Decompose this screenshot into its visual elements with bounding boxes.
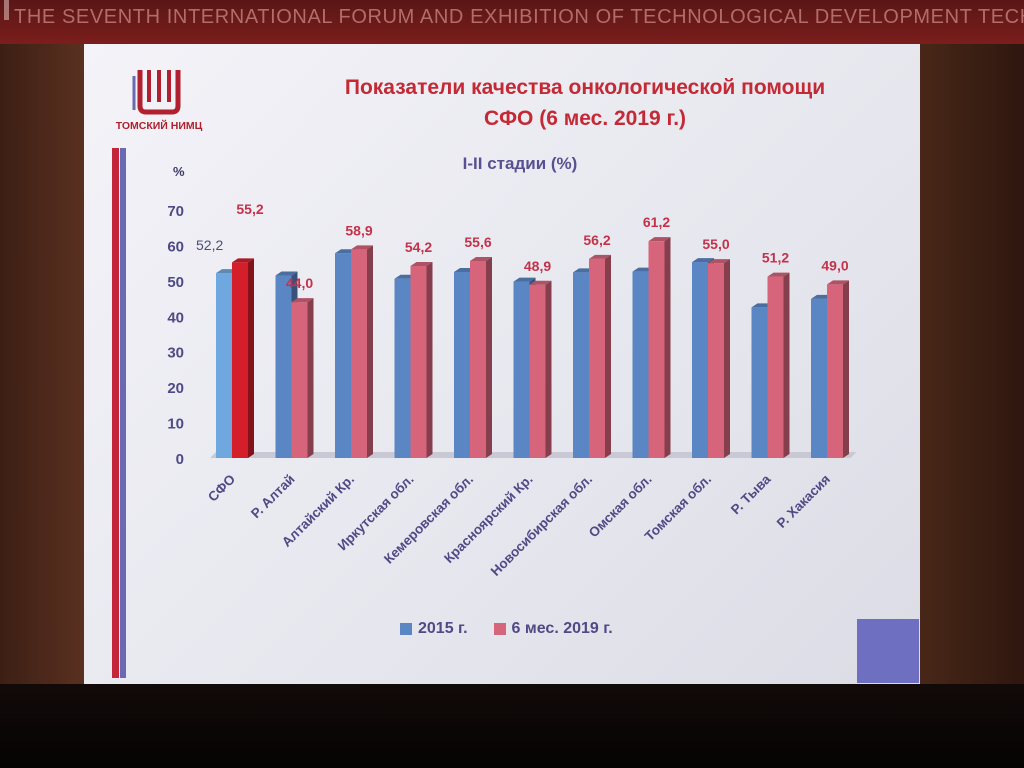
slide-title-line2: СФО (6 мес. 2019 г.)	[483, 107, 687, 130]
y-tick-label: 70	[167, 203, 184, 220]
legend-item-2019: 6 мес. 2019 г.	[493, 620, 613, 638]
y-tick-label: 10	[167, 416, 184, 433]
bar-2019-top	[589, 254, 611, 259]
bar-2019-side	[426, 261, 433, 458]
bar-2015	[751, 307, 768, 458]
slide-accent-red	[112, 148, 119, 678]
logo-text: ТОМСКИЙ НИМЦ	[115, 120, 203, 132]
bar-2019-top	[410, 261, 433, 266]
chart-title: I-II стадии (%)	[462, 154, 578, 173]
y-tick-label: 50	[167, 274, 184, 291]
legend-item-2015: 2015 г.	[400, 620, 468, 638]
bar-2019-side	[783, 272, 790, 458]
bar-2015-top	[513, 277, 536, 282]
y-tick-label: 60	[167, 238, 184, 255]
slide-title: Показатели качества онкологической помощ…	[270, 72, 900, 134]
bar-2019-top	[529, 280, 552, 285]
bar-2019-top	[470, 257, 492, 262]
chart-legend: 2015 г. 6 мес. 2019 г.	[400, 620, 613, 638]
y-tick-label: 0	[176, 451, 184, 468]
legend-swatch-2015	[400, 623, 412, 635]
bar-2019	[470, 261, 486, 458]
bar-2015	[692, 262, 708, 458]
y-tick-label: 30	[167, 345, 184, 362]
bar-2019-top	[291, 298, 314, 303]
category-label: СФО	[205, 472, 238, 505]
bar-2015	[335, 253, 351, 458]
legend-label-2015: 2015 г.	[418, 620, 468, 637]
bar-2019-side	[486, 257, 492, 458]
bar-2019-side	[843, 280, 849, 458]
bar-2019	[589, 258, 605, 458]
banner-text: THE SEVENTH INTERNATIONAL FORUM AND EXHI…	[14, 6, 1024, 28]
data-label-2019: 55,2	[236, 201, 263, 217]
bar-2015	[454, 272, 470, 458]
legend-swatch-2019	[493, 623, 506, 635]
category-label: Новосибирская обл.	[488, 472, 595, 579]
category-label: Р. Алтай	[248, 472, 298, 522]
bar-2019-side	[724, 259, 730, 458]
bar-2019	[351, 249, 367, 458]
bar-2015	[811, 298, 827, 458]
bar-2019-side	[664, 237, 671, 458]
wall-right	[914, 44, 1024, 684]
data-label-2019: 55,0	[702, 236, 729, 252]
bar-2019-top	[708, 259, 730, 264]
legend-label-2019: 6 мес. 2019 г.	[511, 620, 613, 637]
bar-2015	[573, 272, 589, 458]
bar-2019	[648, 241, 665, 458]
y-axis-unit: %	[173, 164, 185, 179]
bar-2015	[275, 275, 292, 458]
slide-title-line1: Показатели качества онкологической помощ…	[344, 76, 826, 99]
banner-mark	[4, 0, 9, 20]
bar-2015	[632, 271, 649, 458]
event-banner: THE SEVENTH INTERNATIONAL FORUM AND EXHI…	[0, 0, 1024, 44]
bar-2019	[232, 262, 248, 458]
data-label-2015: 52,2	[196, 237, 223, 253]
bar-2019	[291, 302, 308, 458]
bar-2019	[529, 284, 546, 458]
bar-2019	[827, 284, 843, 458]
stage-floor	[0, 684, 1024, 768]
y-tick-label: 20	[167, 380, 184, 397]
data-label-2019: 48,9	[524, 258, 551, 274]
data-label-2019: 44,0	[286, 275, 313, 291]
bar-2019-top	[827, 280, 849, 285]
bar-2019-side	[605, 254, 611, 458]
bar-2019-top	[648, 237, 671, 242]
bar-2015-top	[275, 271, 298, 276]
bar-2015	[513, 281, 530, 458]
bar-2015	[394, 278, 411, 458]
bar-2015-top	[692, 258, 714, 263]
wall-left	[0, 44, 84, 684]
data-label-2019: 51,2	[762, 250, 789, 266]
slide-corner-square	[857, 619, 919, 683]
slide-accent-blue	[120, 148, 126, 678]
data-label-2019: 54,2	[405, 239, 432, 255]
data-label-2019: 56,2	[583, 232, 610, 248]
bar-2019-side	[248, 258, 254, 458]
bar-2019-side	[307, 298, 314, 458]
bar-2019-top	[351, 245, 373, 250]
category-label: Р. Тыва	[728, 471, 774, 517]
data-label-2019: 61,2	[643, 214, 670, 230]
data-label-2019: 58,9	[345, 222, 372, 238]
bar-2015	[216, 273, 232, 458]
bar-2019-side	[367, 245, 373, 458]
bar-2019-side	[545, 280, 552, 458]
bar-2019	[708, 263, 724, 458]
data-label-2019: 55,6	[464, 234, 491, 250]
bar-2019-top	[767, 272, 790, 277]
bar-2019-top	[232, 258, 254, 263]
category-label: Р. Хакасия	[774, 472, 833, 531]
data-label-2019: 49,0	[821, 257, 848, 273]
y-tick-label: 40	[167, 309, 184, 326]
logo-mark-icon	[132, 70, 181, 115]
bar-2019	[410, 265, 427, 458]
bar-2019	[767, 276, 784, 458]
